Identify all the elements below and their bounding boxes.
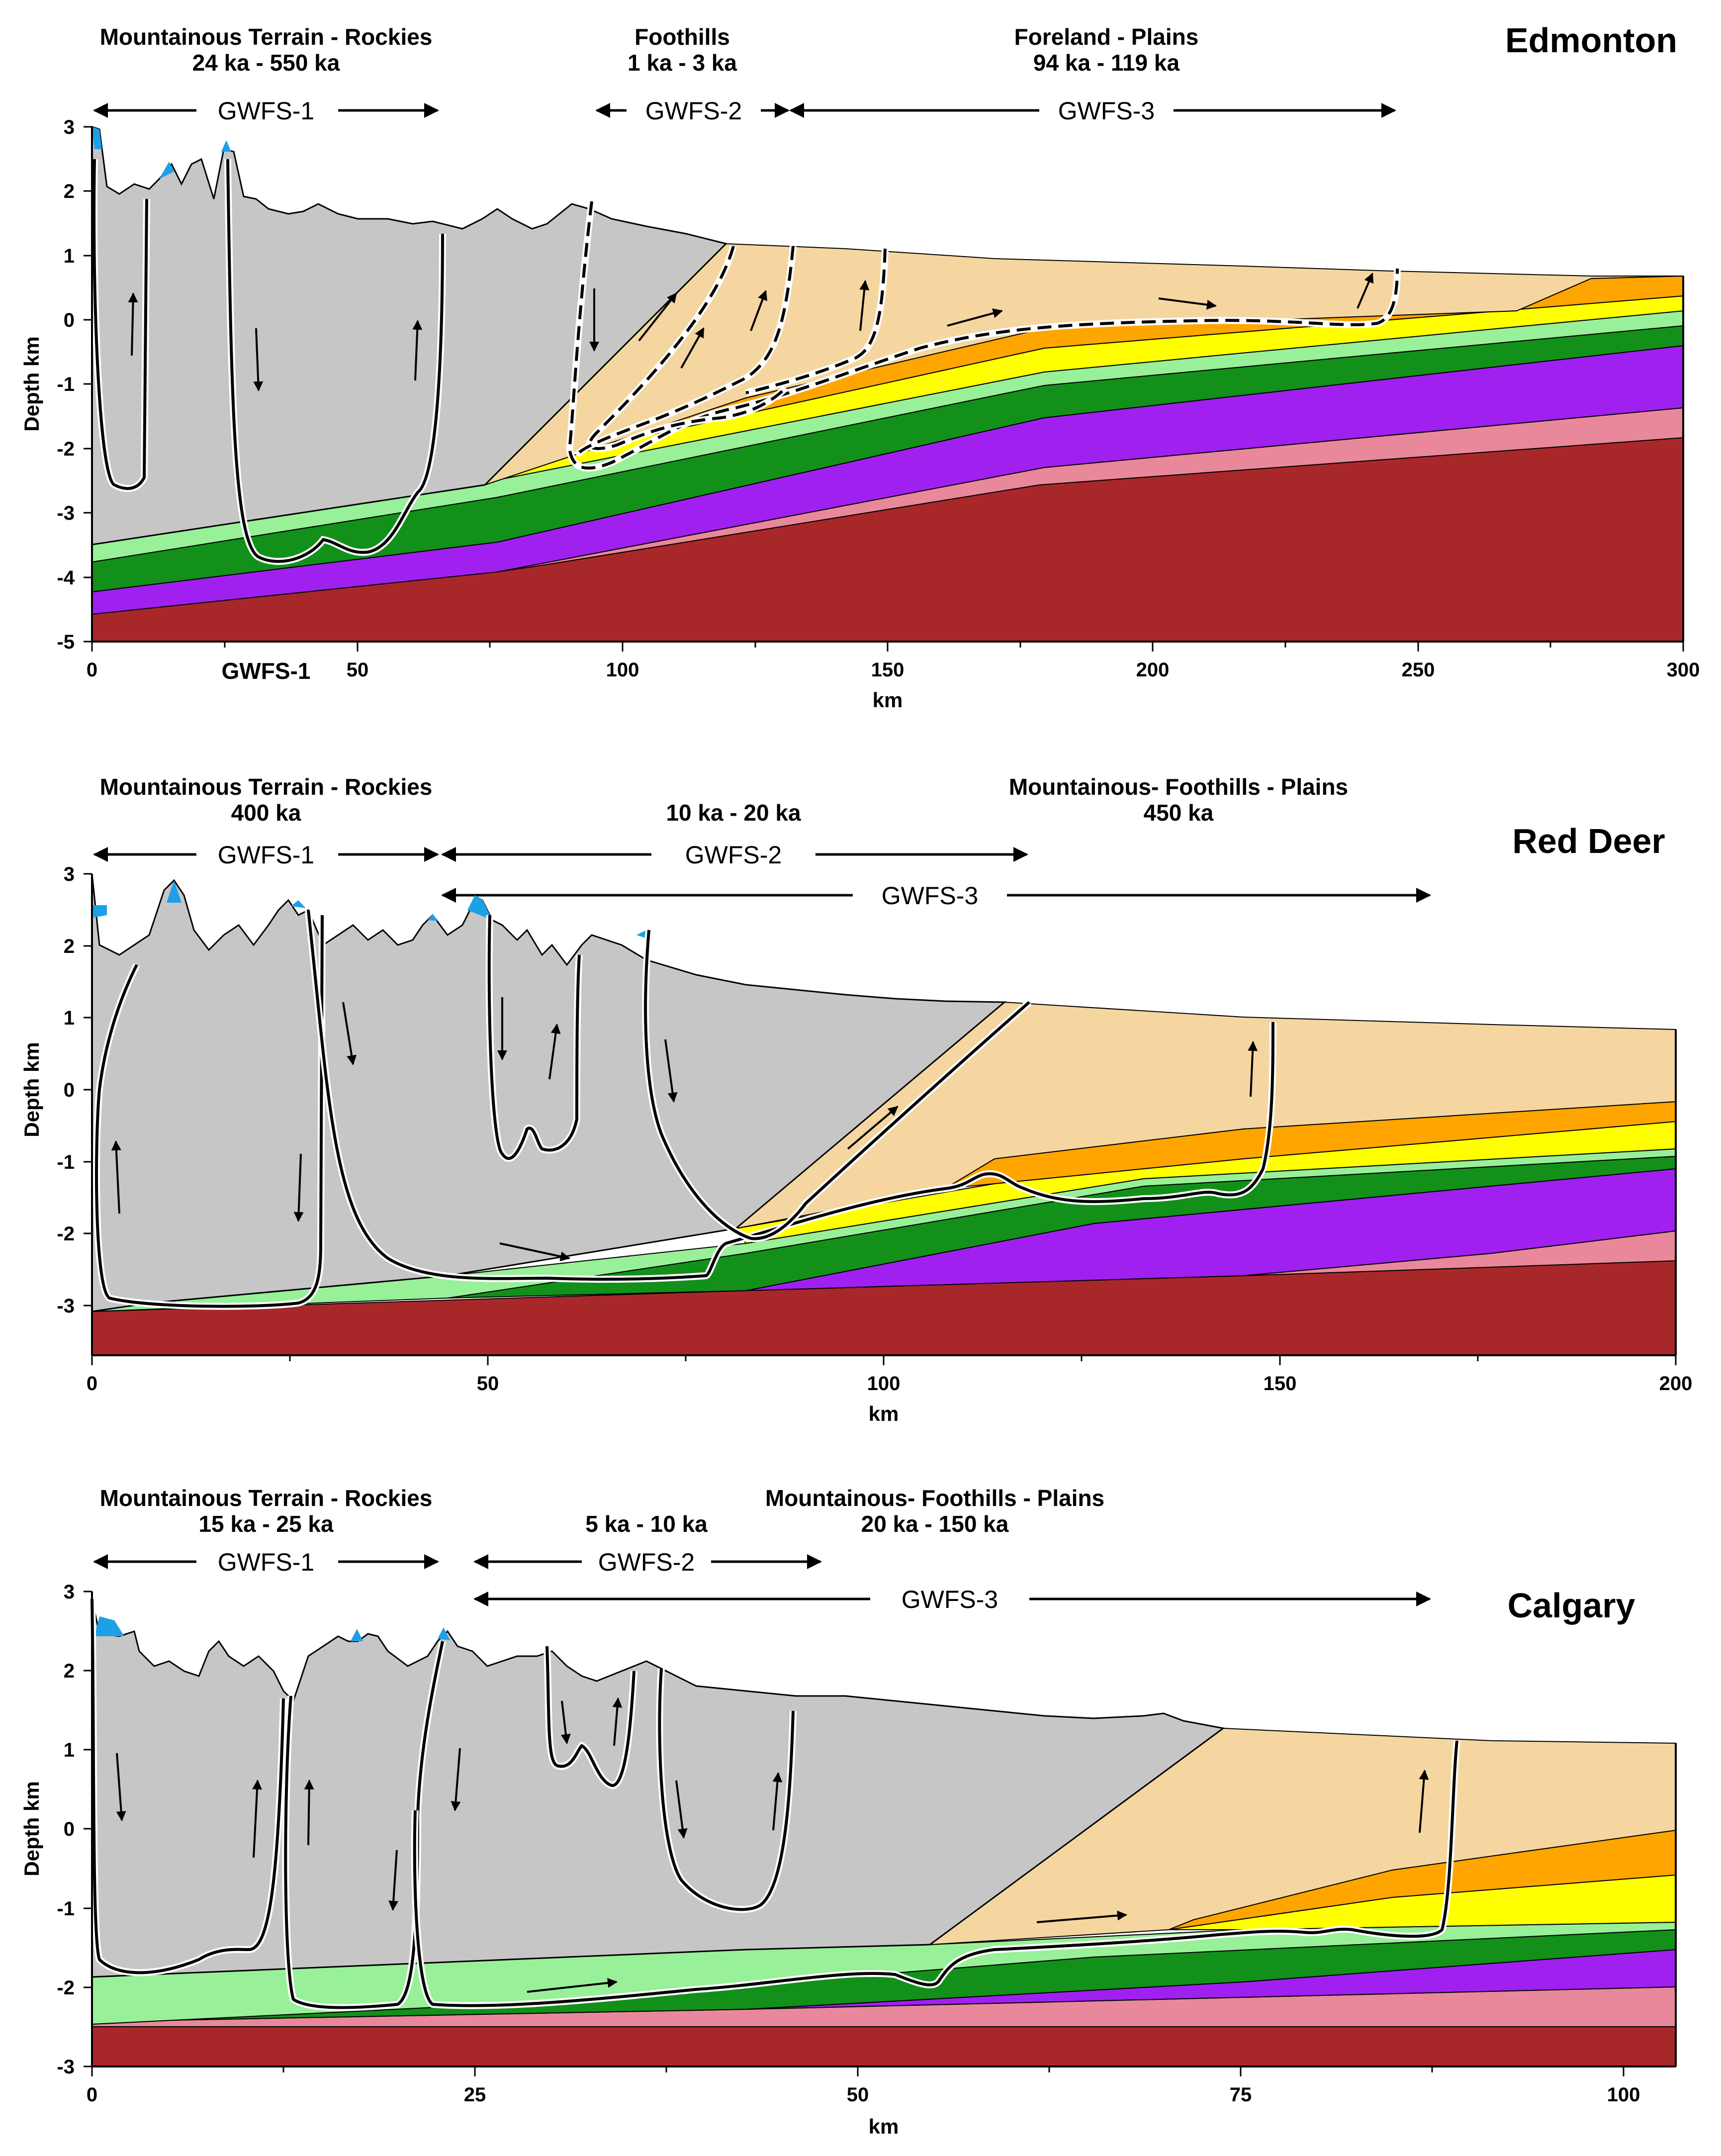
edmonton-gwfs2-label: GWFS-2 xyxy=(645,97,742,125)
edmonton-y-tick: 2 xyxy=(64,181,75,202)
calgary-y-tick: 2 xyxy=(64,1660,75,1682)
edmonton-y-axis-title: Depth km xyxy=(20,336,43,431)
reddeer-x-tick: 200 xyxy=(1659,1373,1693,1395)
calgary-y-tick: -1 xyxy=(57,1898,75,1920)
edmonton-y-tick: 3 xyxy=(64,116,75,138)
calgary-gwfs2-label: GWFS-2 xyxy=(598,1548,695,1576)
reddeer-flow-lines xyxy=(93,910,1276,1310)
edmonton-header-3-ages: 94 ka - 119 ka xyxy=(1033,50,1180,76)
calgary-layer-tan xyxy=(928,1727,1676,1946)
calgary-header-1-ages: 15 ka - 25 ka xyxy=(198,1511,334,1537)
edmonton-x-tick: 50 xyxy=(347,659,369,681)
edmonton-y-tick: -4 xyxy=(57,567,75,589)
calgary-header-1-title: Mountainous Terrain - Rockies xyxy=(100,1485,433,1511)
calgary-layer-basement xyxy=(91,2026,1676,2067)
reddeer-flow-arrows xyxy=(111,997,1258,1262)
edmonton-x-tick: 250 xyxy=(1402,659,1435,681)
calgary-x-tick: 75 xyxy=(1230,2084,1252,2106)
calgary-y-tick: -2 xyxy=(57,1977,75,1999)
edmonton-x-tick: 150 xyxy=(871,659,905,681)
calgary-y-tick: 3 xyxy=(64,1581,75,1603)
calgary-header-3-title: Mountainous- Foothills - Plains xyxy=(765,1485,1104,1511)
edmonton-gwfs1-label: GWFS-1 xyxy=(218,97,314,125)
calgary-y-axis-title: Depth km xyxy=(20,1781,43,1876)
edmonton-y-tick: -5 xyxy=(57,631,75,653)
calgary-x-tick: 50 xyxy=(847,2084,869,2106)
reddeer-x-tick: 0 xyxy=(87,1373,97,1395)
edmonton-y-tick: -1 xyxy=(57,374,75,395)
reddeer-header-3-ages: 450 ka xyxy=(1144,800,1214,826)
reddeer-x-tick: 50 xyxy=(477,1373,499,1395)
edmonton-header-2-ages: 1 ka - 3 ka xyxy=(628,50,737,76)
reddeer-y-tick: 1 xyxy=(64,1007,75,1029)
panel-edmonton: Mountainous Terrain - Rockies 24 ka - 55… xyxy=(20,21,1700,712)
edmonton-flow-lines xyxy=(91,159,1401,565)
calgary-x-tick: 0 xyxy=(87,2084,97,2106)
reddeer-header-1-ages: 400 ka xyxy=(231,800,301,826)
reddeer-header-2-ages: 10 ka - 20 ka xyxy=(666,800,801,826)
reddeer-header-3-title: Mountainous- Foothills - Plains xyxy=(1009,774,1348,800)
calgary-x-tick: 100 xyxy=(1607,2084,1640,2106)
edmonton-y-tick: -2 xyxy=(57,438,75,460)
edmonton-city-label: Edmonton xyxy=(1505,21,1677,60)
calgary-ice-cap xyxy=(94,1616,450,1641)
calgary-y-tick: 1 xyxy=(64,1739,75,1761)
edmonton-y-tick: 1 xyxy=(64,245,75,267)
edmonton-y-tick: -3 xyxy=(57,502,75,524)
edmonton-header-1-title: Mountainous Terrain - Rockies xyxy=(100,24,433,50)
reddeer-x-tick: 150 xyxy=(1264,1373,1297,1395)
calgary-axes: 0 25 50 75 100 km 3 2 1 0 -1 -2 -3 Depth… xyxy=(20,1581,1677,2138)
calgary-x-axis-title: km xyxy=(869,2115,899,2138)
edmonton-x-tick: 200 xyxy=(1136,659,1170,681)
panel-red-deer: Mountainous Terrain - Rockies 400 ka 10 … xyxy=(20,774,1692,1425)
edmonton-x-tick: 100 xyxy=(606,659,639,681)
edmonton-header-3-title: Foreland - Plains xyxy=(1014,24,1199,50)
reddeer-y-tick: -3 xyxy=(57,1295,75,1317)
edmonton-x-tick: 300 xyxy=(1667,659,1700,681)
reddeer-y-tick: 2 xyxy=(64,936,75,957)
reddeer-y-tick: 0 xyxy=(64,1079,75,1101)
reddeer-gwfs2-label: GWFS-2 xyxy=(685,841,782,869)
edmonton-ice-cap xyxy=(92,127,231,179)
edmonton-gwfs3-label: GWFS-3 xyxy=(1058,97,1155,125)
reddeer-gwfs3-label: GWFS-3 xyxy=(882,882,978,910)
edmonton-y-tick: 0 xyxy=(64,309,75,331)
edmonton-gwfs1-axis-label: GWFS-1 xyxy=(222,658,311,684)
calgary-header-3-ages: 20 ka - 150 ka xyxy=(861,1511,1009,1537)
reddeer-gwfs1-label: GWFS-1 xyxy=(218,841,314,869)
calgary-x-tick: 25 xyxy=(464,2084,486,2106)
panel-calgary: Mountainous Terrain - Rockies 15 ka - 25… xyxy=(20,1485,1677,2138)
reddeer-city-label: Red Deer xyxy=(1512,822,1665,860)
edmonton-x-axis-title: km xyxy=(873,688,903,712)
reddeer-y-tick: -1 xyxy=(57,1151,75,1173)
calgary-flow-arrows xyxy=(116,1697,1429,1993)
reddeer-y-tick: -2 xyxy=(57,1223,75,1245)
reddeer-y-tick: 3 xyxy=(64,863,75,885)
reddeer-axes: 0 50 100 150 200 km 3 2 1 0 -1 -2 -3 Dep… xyxy=(20,863,1692,1425)
edmonton-axes: 0 50 100 150 200 250 300 GWFS-1 km 3 2 1… xyxy=(20,116,1700,712)
edmonton-header-1-ages: 24 ka - 550 ka xyxy=(192,50,340,76)
reddeer-header-1-title: Mountainous Terrain - Rockies xyxy=(100,774,433,800)
reddeer-x-tick: 100 xyxy=(867,1373,901,1395)
calgary-y-tick: 0 xyxy=(64,1818,75,1840)
calgary-flow-lines xyxy=(89,1598,1460,2011)
edmonton-x-tick: 0 xyxy=(87,659,97,681)
reddeer-y-axis-title: Depth km xyxy=(20,1042,43,1137)
calgary-y-tick: -3 xyxy=(57,2056,75,2078)
calgary-gwfs3-label: GWFS-3 xyxy=(902,1586,998,1613)
calgary-layer-bedrock-grey xyxy=(91,1598,1225,1978)
edmonton-flow-arrows xyxy=(128,273,1374,391)
edmonton-header-2-title: Foothills xyxy=(634,24,730,50)
calgary-header-2-ages: 5 ka - 10 ka xyxy=(585,1511,708,1537)
reddeer-x-axis-title: km xyxy=(869,1402,899,1425)
calgary-gwfs1-label: GWFS-1 xyxy=(218,1548,314,1576)
calgary-city-label: Calgary xyxy=(1508,1586,1635,1625)
